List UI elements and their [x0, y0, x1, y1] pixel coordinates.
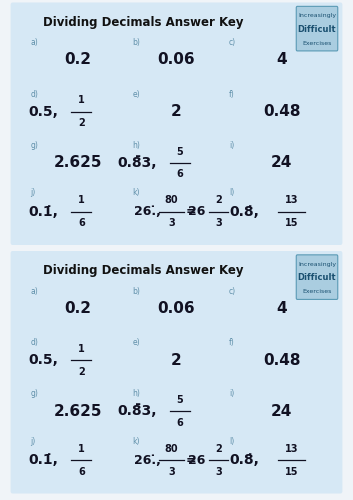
Text: a): a)	[30, 38, 38, 48]
Text: 4: 4	[276, 52, 287, 67]
Text: 24: 24	[271, 404, 292, 419]
Text: 0.1̇̇,: 0.1̇̇,	[29, 453, 58, 467]
Text: b): b)	[132, 38, 140, 48]
Text: 3: 3	[168, 218, 175, 228]
Text: 2.625: 2.625	[54, 404, 102, 419]
Text: 1: 1	[78, 96, 85, 106]
Text: i): i)	[229, 389, 234, 398]
Text: Increasingly: Increasingly	[298, 13, 336, 18]
FancyBboxPatch shape	[296, 6, 338, 51]
Text: 2: 2	[215, 195, 222, 205]
Text: 0.1̇̇,: 0.1̇̇,	[29, 204, 58, 218]
Text: 0.8̇̇,: 0.8̇̇,	[229, 453, 259, 467]
Text: Exercises: Exercises	[302, 41, 332, 46]
Text: 1: 1	[78, 195, 85, 205]
Text: Increasingly: Increasingly	[298, 262, 336, 266]
Text: 2: 2	[78, 118, 85, 128]
Text: 15: 15	[285, 218, 298, 228]
Text: 24: 24	[271, 156, 292, 170]
Text: h): h)	[132, 140, 140, 149]
Text: Difficult: Difficult	[298, 274, 336, 282]
Text: Dividing Decimals Answer Key: Dividing Decimals Answer Key	[43, 16, 244, 28]
Text: 2: 2	[171, 104, 182, 120]
Text: 13: 13	[285, 195, 298, 205]
Text: Difficult: Difficult	[298, 25, 336, 34]
Text: Dividing Decimals Answer Key: Dividing Decimals Answer Key	[43, 264, 244, 277]
Text: 80: 80	[165, 195, 178, 205]
Text: 2: 2	[78, 367, 85, 377]
FancyBboxPatch shape	[11, 251, 342, 494]
Text: 3: 3	[215, 466, 222, 476]
Text: 26.̇̇,: 26.̇̇,	[134, 205, 161, 218]
Text: b): b)	[132, 287, 140, 296]
Text: i): i)	[229, 140, 234, 149]
Text: f): f)	[229, 338, 235, 347]
Text: c): c)	[229, 287, 236, 296]
Text: 26.̇̇,: 26.̇̇,	[134, 454, 161, 466]
Text: 2: 2	[171, 353, 182, 368]
Text: c): c)	[229, 38, 236, 48]
Text: k): k)	[132, 188, 140, 197]
FancyBboxPatch shape	[11, 2, 342, 245]
Text: 26: 26	[188, 205, 205, 218]
Text: 2.625: 2.625	[54, 156, 102, 170]
Text: 0.8̄3,: 0.8̄3,	[117, 404, 157, 418]
Text: 0.5,: 0.5,	[29, 354, 58, 368]
Text: 6: 6	[176, 418, 183, 428]
Text: j): j)	[30, 188, 36, 197]
Text: 1: 1	[78, 444, 85, 454]
Text: 15: 15	[285, 466, 298, 476]
Text: 6: 6	[78, 218, 85, 228]
Text: a): a)	[30, 287, 38, 296]
Text: e): e)	[132, 90, 140, 98]
Text: 0.2: 0.2	[65, 300, 91, 316]
Text: g): g)	[30, 389, 38, 398]
Text: f): f)	[229, 90, 235, 98]
Text: 3: 3	[215, 218, 222, 228]
Text: 1: 1	[78, 344, 85, 354]
Text: 0.5,: 0.5,	[29, 105, 58, 119]
Text: l): l)	[229, 436, 234, 446]
Text: k): k)	[132, 436, 140, 446]
Text: g): g)	[30, 140, 38, 149]
Text: Exercises: Exercises	[302, 290, 332, 294]
Text: d): d)	[30, 90, 38, 98]
Text: 0.06: 0.06	[158, 52, 195, 67]
Text: =: =	[185, 205, 196, 218]
Text: 5: 5	[176, 146, 183, 156]
Text: 80: 80	[165, 444, 178, 454]
Text: 0.8̄3,: 0.8̄3,	[117, 156, 157, 170]
Text: 0.2: 0.2	[65, 52, 91, 67]
Text: 6: 6	[78, 466, 85, 476]
Text: 6: 6	[176, 170, 183, 179]
Text: 13: 13	[285, 444, 298, 454]
Text: j): j)	[30, 436, 36, 446]
Text: e): e)	[132, 338, 140, 347]
Text: 0.06: 0.06	[158, 300, 195, 316]
Text: 2: 2	[215, 444, 222, 454]
Text: 4: 4	[276, 300, 287, 316]
Text: 0.8̇̇,: 0.8̇̇,	[229, 204, 259, 218]
Text: 0.48: 0.48	[263, 104, 300, 120]
Text: 0.48: 0.48	[263, 353, 300, 368]
Text: 26: 26	[188, 454, 205, 466]
Text: l): l)	[229, 188, 234, 197]
Text: h): h)	[132, 389, 140, 398]
Text: 3: 3	[168, 466, 175, 476]
Text: d): d)	[30, 338, 38, 347]
FancyBboxPatch shape	[296, 255, 338, 300]
Text: =: =	[185, 454, 196, 466]
Text: 5: 5	[176, 395, 183, 405]
